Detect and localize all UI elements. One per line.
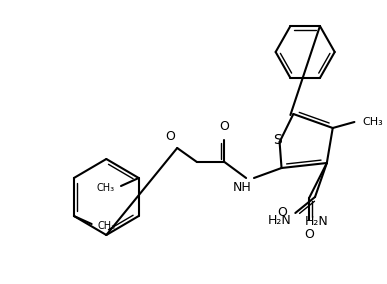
Text: S: S (273, 133, 282, 147)
Text: O: O (219, 120, 229, 133)
Text: CH₃: CH₃ (362, 117, 383, 127)
Text: O: O (165, 130, 175, 143)
Text: O: O (277, 206, 288, 220)
Text: O: O (304, 228, 314, 241)
Text: CH₃: CH₃ (97, 183, 115, 193)
Text: H₂N: H₂N (268, 214, 291, 227)
Text: H₂N: H₂N (305, 215, 329, 228)
Text: NH: NH (232, 181, 251, 194)
Text: CH₃: CH₃ (98, 221, 116, 231)
